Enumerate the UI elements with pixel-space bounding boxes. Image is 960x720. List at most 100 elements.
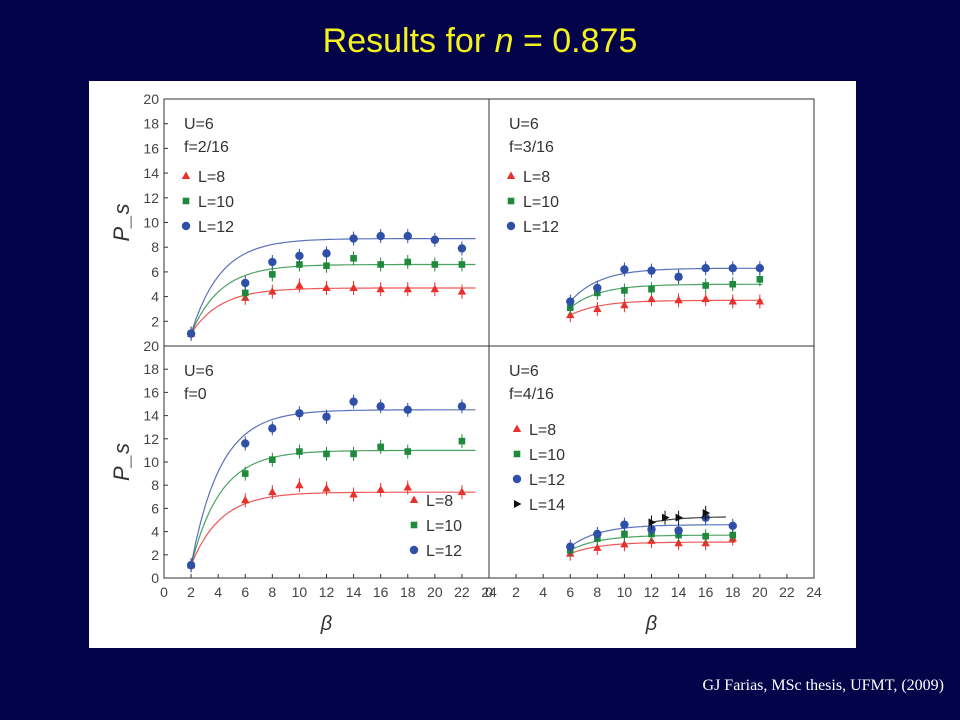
data-point (431, 261, 439, 268)
panel-annotation: U=6 (184, 116, 214, 133)
data-point (674, 538, 683, 547)
legend-marker (513, 450, 521, 458)
fit-curve (190, 449, 476, 566)
x-tick-label: 20 (752, 584, 768, 600)
data-point (675, 513, 684, 522)
fit-curve (190, 238, 476, 334)
x-tick-label: 8 (593, 584, 601, 600)
data-point (566, 297, 575, 306)
x-tick-label: 2 (512, 584, 520, 600)
x-tick-label: 10 (617, 584, 633, 600)
data-point (349, 234, 358, 243)
data-point (674, 272, 683, 282)
data-point (430, 235, 440, 244)
legend-label: L=10 (198, 194, 234, 211)
data-point (241, 278, 250, 288)
y-tick-label: 10 (143, 454, 159, 470)
x-tick-label: 18 (725, 584, 741, 600)
legend-marker (409, 545, 419, 555)
data-point (376, 231, 385, 241)
title-suffix: = 0.875 (513, 22, 638, 60)
data-point (702, 282, 709, 289)
data-point (376, 485, 385, 493)
data-point (621, 287, 628, 294)
panel-annotation: f=4/16 (509, 386, 554, 403)
legend-label: L=8 (523, 169, 550, 186)
y-tick-label: 12 (143, 190, 159, 206)
y-tick-label: 14 (143, 408, 159, 424)
x-tick-label: 12 (319, 584, 335, 600)
fit-curve (190, 263, 476, 334)
y-axis-label: P_s (109, 443, 134, 481)
legend-label: L=10 (426, 518, 462, 535)
data-point (322, 249, 331, 258)
data-point (755, 263, 765, 273)
panel-annotation: f=3/16 (509, 139, 554, 156)
data-point (620, 265, 629, 274)
data-point (322, 484, 331, 492)
legend-label: L=10 (529, 447, 565, 464)
data-point (593, 304, 602, 312)
fit-curve (190, 409, 476, 566)
y-tick-label: 12 (143, 431, 159, 447)
data-point (349, 283, 358, 291)
data-point (729, 531, 737, 539)
figure-panel: 2 4 6 8 10 12 14 16 18 20 P_s U=6 f=2/16 L=8 L=10 L=12 U… (89, 81, 856, 648)
legend-marker (506, 171, 516, 179)
data-point (186, 329, 196, 338)
data-point (566, 542, 575, 551)
legend-label: L=8 (426, 493, 453, 510)
legend-marker (182, 197, 190, 205)
legend-marker (506, 221, 516, 231)
data-point (295, 480, 304, 489)
y-tick-label: 18 (143, 361, 159, 377)
y-tick-label: 2 (151, 313, 159, 329)
legend-label: L=14 (529, 497, 565, 514)
x-tick-label: 4 (214, 584, 222, 600)
data-point (268, 487, 277, 496)
data-point (458, 437, 466, 445)
fit-curve (570, 299, 763, 316)
data-point (377, 443, 384, 451)
data-point (458, 261, 466, 268)
data-point (620, 300, 629, 309)
data-point (702, 509, 711, 518)
legend-marker (410, 521, 418, 529)
data-point (593, 529, 602, 539)
fit-curve (190, 287, 476, 335)
citation: GJ Farias, MSc thesis, UFMT, (2009) (702, 677, 944, 694)
fit-curve (190, 491, 476, 566)
data-point (457, 287, 467, 295)
legend-marker (512, 474, 522, 484)
x-axis-label: β (645, 613, 657, 635)
data-point (648, 518, 656, 527)
data-point (295, 251, 304, 261)
data-point (457, 487, 467, 496)
y-tick-label: 20 (143, 91, 159, 107)
panel-annotation: f=0 (184, 386, 207, 403)
x-tick-label: 4 (539, 584, 547, 600)
data-point (377, 261, 384, 268)
legend-label: L=12 (198, 219, 234, 236)
x-tick-label: 22 (779, 584, 795, 600)
slide-title: Results for n = 0.875 (0, 22, 960, 61)
data-point (404, 258, 412, 266)
chart-figure: 2468101214161820P_sU=6f=2/16L=8L=10L=12U… (109, 91, 822, 635)
legend-marker (181, 171, 191, 179)
data-point (755, 297, 765, 305)
data-point (296, 261, 303, 268)
y-tick-label: 18 (143, 116, 159, 132)
legend-marker (507, 197, 515, 205)
x-tick-label: 22 (454, 584, 470, 600)
y-tick-label: 6 (151, 264, 159, 280)
data-point (241, 439, 250, 448)
data-point (674, 295, 683, 304)
data-point (621, 530, 628, 538)
y-axis-label-text: P_s (109, 443, 134, 481)
y-axis-label: P_s (109, 204, 134, 242)
data-point (430, 284, 440, 293)
data-point (186, 561, 196, 570)
data-point (728, 263, 737, 273)
title-prefix: Results for (322, 22, 495, 60)
x-tick-label: 20 (427, 584, 443, 600)
